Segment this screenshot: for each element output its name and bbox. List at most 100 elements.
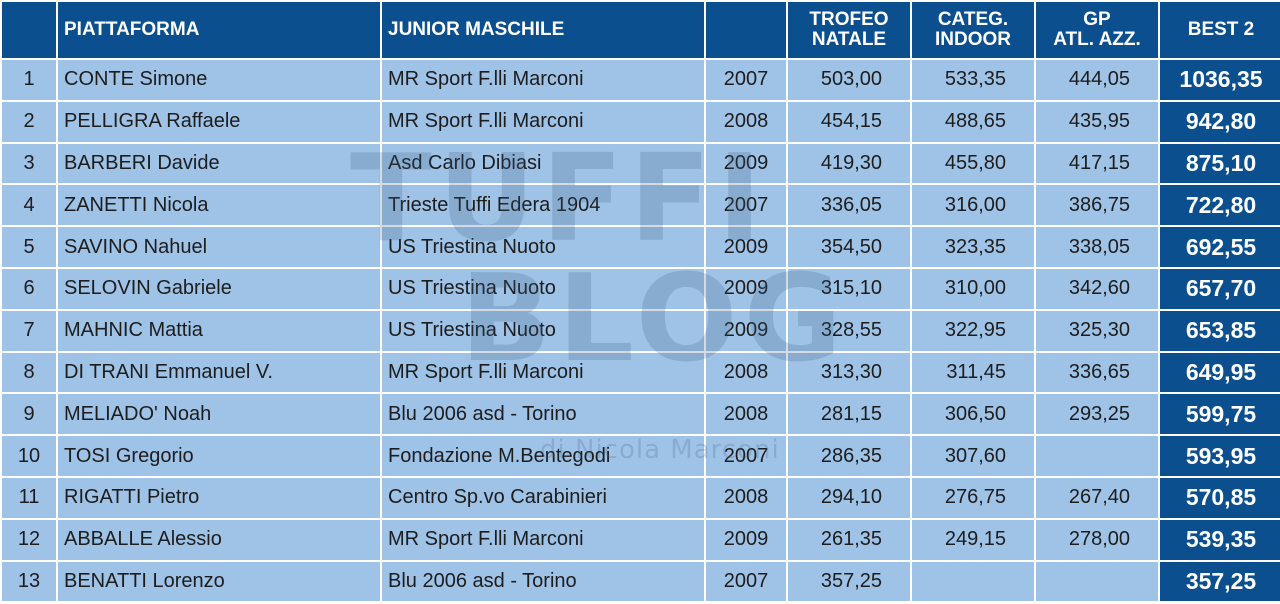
cell-athlete-name: DI TRANI Emmanuel V.: [58, 352, 380, 393]
cell-gp-atl-azz: 336,65: [1036, 352, 1158, 393]
cell-best-2: 539,35: [1160, 519, 1280, 560]
cell-athlete-name: MAHNIC Mattia: [58, 310, 380, 351]
cell-trofeo-natale: 503,00: [788, 60, 910, 100]
cell-gp-atl-azz: 338,05: [1036, 227, 1158, 267]
cell-categ-indoor: 323,35: [912, 227, 1034, 267]
header-category: JUNIOR MASCHILE: [382, 2, 704, 58]
table-row: 3 BARBERI Davide Asd Carlo Dibiasi 2009 419,…: [2, 143, 1280, 184]
cell-club: Centro Sp.vo Carabinieri: [382, 477, 704, 518]
table-row: 5 SAVINO Nahuel US Triestina Nuoto 2009 354,…: [2, 227, 1280, 267]
table-row: 6 SELOVIN Gabriele US Triestina Nuoto 2009 3…: [2, 268, 1280, 309]
cell-athlete-name: ZANETTI Nicola: [58, 185, 380, 226]
cell-club: Blu 2006 asd - Torino: [382, 561, 704, 602]
cell-categ-indoor: 322,95: [912, 310, 1034, 351]
cell-year: 2009: [706, 143, 786, 184]
header-gp-line1: GP: [1083, 9, 1111, 30]
cell-club: US Triestina Nuoto: [382, 227, 704, 267]
cell-year: 2007: [706, 436, 786, 476]
cell-gp-atl-azz: 325,30: [1036, 310, 1158, 351]
table-row: 1 CONTE Simone MR Sport F.lli Marconi 2007 5…: [2, 60, 1280, 100]
cell-gp-atl-azz: 342,60: [1036, 268, 1158, 309]
cell-trofeo-natale: 261,35: [788, 519, 910, 560]
cell-categ-indoor: 310,00: [912, 268, 1034, 309]
header-trofeo: TROFEO NATALE: [788, 2, 910, 58]
cell-year: 2007: [706, 185, 786, 226]
cell-trofeo-natale: 328,55: [788, 310, 910, 351]
cell-club: US Triestina Nuoto: [382, 268, 704, 309]
cell-best-2: 649,95: [1160, 352, 1280, 393]
header-row: PIATTAFORMA JUNIOR MASCHILE TROFEO NATALE…: [2, 2, 1280, 58]
cell-pos: 12: [2, 519, 56, 560]
cell-best-2: 599,75: [1160, 394, 1280, 435]
cell-pos: 4: [2, 185, 56, 226]
table-row: 9 MELIADO' Noah Blu 2006 asd - Torino 2008 2…: [2, 394, 1280, 435]
cell-categ-indoor: 306,50: [912, 394, 1034, 435]
header-year: [706, 2, 786, 58]
cell-trofeo-natale: 286,35: [788, 436, 910, 476]
cell-year: 2009: [706, 268, 786, 309]
table-row: 12 ABBALLE Alessio MR Sport F.lli Marconi 2…: [2, 519, 1280, 560]
cell-categ-indoor: 311,45: [912, 352, 1034, 393]
cell-gp-atl-azz: [1036, 436, 1158, 476]
cell-categ-indoor: 316,00: [912, 185, 1034, 226]
header-best: BEST 2: [1160, 2, 1280, 58]
cell-gp-atl-azz: 386,75: [1036, 185, 1158, 226]
cell-gp-atl-azz: 267,40: [1036, 477, 1158, 518]
cell-pos: 10: [2, 436, 56, 476]
header-trofeo-line2: NATALE: [811, 29, 887, 50]
cell-trofeo-natale: 419,30: [788, 143, 910, 184]
cell-gp-atl-azz: 293,25: [1036, 394, 1158, 435]
cell-pos: 6: [2, 268, 56, 309]
cell-year: 2008: [706, 352, 786, 393]
cell-categ-indoor: 488,65: [912, 101, 1034, 142]
cell-athlete-name: MELIADO' Noah: [58, 394, 380, 435]
header-categ: CATEG. INDOOR: [912, 2, 1034, 58]
cell-pos: 13: [2, 561, 56, 602]
cell-pos: 8: [2, 352, 56, 393]
cell-categ-indoor: 276,75: [912, 477, 1034, 518]
cell-pos: 11: [2, 477, 56, 518]
cell-athlete-name: ABBALLE Alessio: [58, 519, 380, 560]
table-row: 13 BENATTI Lorenzo Blu 2006 asd - Torino 20…: [2, 561, 1280, 602]
cell-categ-indoor: 455,80: [912, 143, 1034, 184]
cell-year: 2007: [706, 60, 786, 100]
cell-gp-atl-azz: 417,15: [1036, 143, 1158, 184]
cell-club: MR Sport F.lli Marconi: [382, 352, 704, 393]
cell-club: Fondazione M.Bentegodi: [382, 436, 704, 476]
header-platform: PIATTAFORMA: [58, 2, 380, 58]
cell-year: 2008: [706, 394, 786, 435]
cell-year: 2008: [706, 477, 786, 518]
cell-club: MR Sport F.lli Marconi: [382, 519, 704, 560]
cell-best-2: 653,85: [1160, 310, 1280, 351]
cell-gp-atl-azz: 444,05: [1036, 60, 1158, 100]
header-gp-line2: ATL. AZZ.: [1053, 29, 1141, 50]
cell-gp-atl-azz: 435,95: [1036, 101, 1158, 142]
cell-club: MR Sport F.lli Marconi: [382, 101, 704, 142]
cell-best-2: 1036,35: [1160, 60, 1280, 100]
cell-categ-indoor: 533,35: [912, 60, 1034, 100]
cell-trofeo-natale: 357,25: [788, 561, 910, 602]
cell-year: 2009: [706, 227, 786, 267]
cell-trofeo-natale: 281,15: [788, 394, 910, 435]
cell-gp-atl-azz: 278,00: [1036, 519, 1158, 560]
table-row: 10 TOSI Gregorio Fondazione M.Bentegodi 200…: [2, 436, 1280, 476]
cell-pos: 9: [2, 394, 56, 435]
table-row: 11 RIGATTI Pietro Centro Sp.vo Carabinieri…: [2, 477, 1280, 518]
cell-year: 2009: [706, 519, 786, 560]
table-row: 7 MAHNIC Mattia US Triestina Nuoto 2009 328,…: [2, 310, 1280, 351]
cell-best-2: 570,85: [1160, 477, 1280, 518]
header-categ-line1: CATEG.: [937, 9, 1009, 30]
cell-pos: 7: [2, 310, 56, 351]
cell-trofeo-natale: 315,10: [788, 268, 910, 309]
header-pos: [2, 2, 56, 58]
cell-athlete-name: PELLIGRA Raffaele: [58, 101, 380, 142]
cell-club: MR Sport F.lli Marconi: [382, 60, 704, 100]
cell-club: Trieste Tuffi Edera 1904: [382, 185, 704, 226]
cell-trofeo-natale: 313,30: [788, 352, 910, 393]
cell-best-2: 593,95: [1160, 436, 1280, 476]
cell-year: 2007: [706, 561, 786, 602]
cell-trofeo-natale: 354,50: [788, 227, 910, 267]
cell-best-2: 357,25: [1160, 561, 1280, 602]
table-row: 8 DI TRANI Emmanuel V. MR Sport F.lli Marc…: [2, 352, 1280, 393]
